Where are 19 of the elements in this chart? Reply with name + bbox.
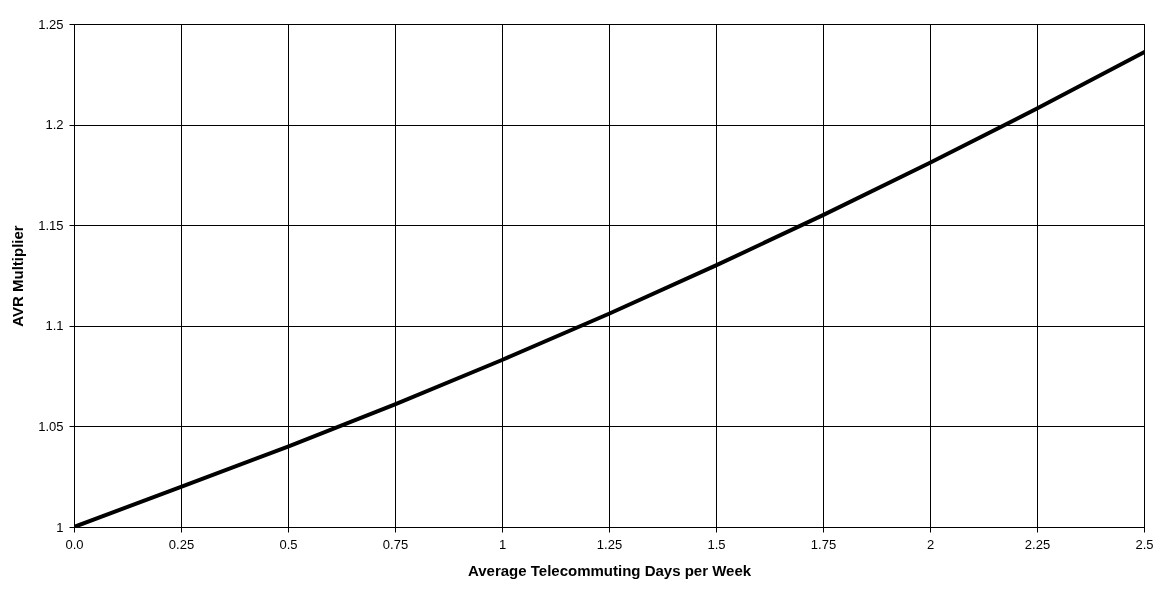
y-tick-label: 1.1 [45,318,64,334]
x-tick-label: 1 [498,536,507,552]
x-axis-title: Average Telecommuting Days per Week [467,561,752,579]
x-tick-label: 0.5 [279,536,298,552]
x-tick-label: 2.25 [1024,536,1051,552]
x-tick-label: 2 [926,536,935,552]
y-tick-label: 1 [56,519,64,535]
y-tick-label: 1.15 [38,217,64,233]
x-tick-label: 1.75 [810,536,837,552]
y-tick-label: 1.2 [45,117,64,133]
x-tick-label: 0.0 [65,536,84,552]
x-tick-label: 1.5 [707,536,726,552]
x-tick-label: 1.25 [596,536,623,552]
y-axis-title: AVR Multiplier [9,225,27,327]
y-tick-label: 1.25 [38,16,64,32]
y-tick-label: 1.05 [38,418,64,434]
x-tick-label: 0.25 [168,536,195,552]
x-tick-label: 0.75 [382,536,409,552]
x-tick-label: 2.5 [1135,536,1154,552]
